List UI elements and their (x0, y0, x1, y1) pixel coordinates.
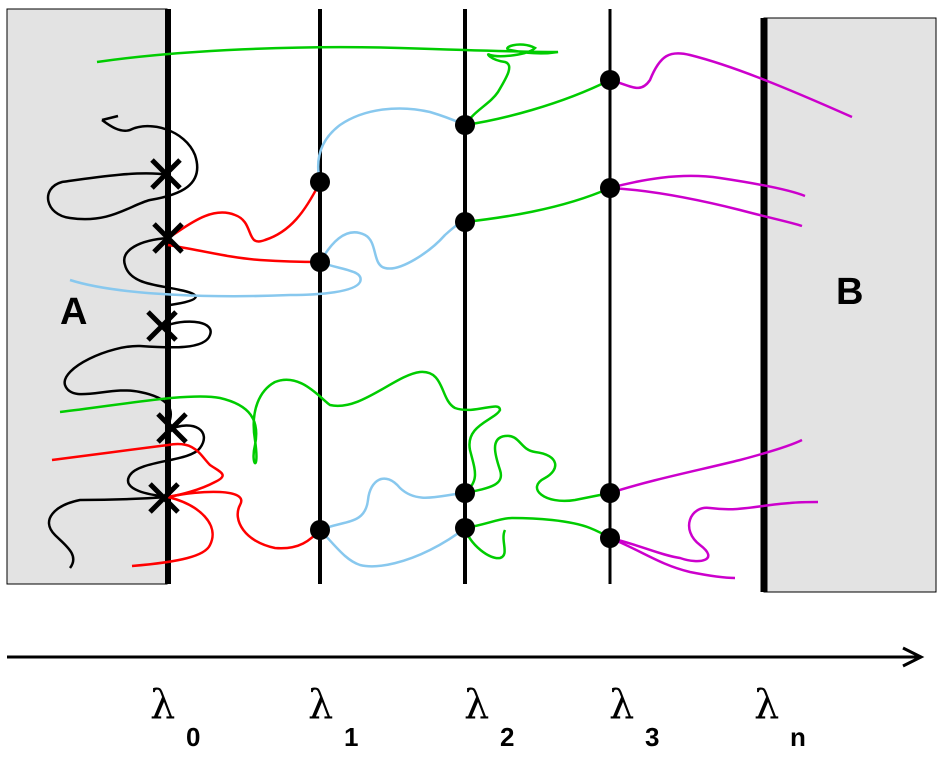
interface-symbol: λ (308, 682, 333, 728)
interface-label-1: λ 1 (308, 682, 358, 752)
region-b (763, 17, 937, 593)
interface-subscript: 0 (186, 722, 200, 752)
dot-icon (600, 483, 620, 503)
x-mark-icon (148, 482, 180, 514)
trajectories-ensemble-4 (609, 52, 853, 580)
dot-icon (310, 520, 330, 540)
dot-icon (310, 172, 330, 192)
interface-subscript: 3 (645, 722, 659, 752)
interface-label-0: λ 0 (150, 682, 200, 752)
interface-subscript: 2 (500, 722, 514, 752)
trajectories-ensemble-2 (69, 107, 466, 568)
interface-symbol: λ (609, 682, 634, 728)
shooting-points (310, 70, 620, 548)
arrow-right-icon (7, 646, 925, 668)
interface-symbol: λ (754, 682, 779, 728)
dot-icon (600, 528, 620, 548)
region-a (6, 8, 168, 585)
interface-label-3: λ 3 (609, 682, 659, 752)
dot-icon (310, 252, 330, 272)
interface-label-2: λ 2 (464, 682, 514, 752)
dot-icon (600, 178, 620, 198)
interface-subscript: 1 (344, 722, 358, 752)
x-mark-icon (156, 412, 188, 444)
x-mark-icon (152, 222, 184, 254)
crossing-markers (146, 158, 188, 514)
region-b-label: B (836, 271, 863, 313)
trajectories-ensemble-3 (59, 43, 611, 560)
x-mark-icon (150, 158, 182, 190)
dot-icon (455, 518, 475, 538)
region-a-label: A (60, 291, 87, 333)
x-mark-icon (146, 310, 178, 342)
interface-subscript: n (790, 722, 806, 752)
dot-icon (455, 212, 475, 232)
dot-icon (455, 483, 475, 503)
interface-symbol: λ (150, 682, 175, 728)
trajectories-ensemble-1 (51, 181, 322, 568)
dot-icon (455, 115, 475, 135)
interface-label-n: λ n (754, 682, 806, 752)
interface-symbol: λ (464, 682, 489, 728)
dot-icon (600, 70, 620, 90)
